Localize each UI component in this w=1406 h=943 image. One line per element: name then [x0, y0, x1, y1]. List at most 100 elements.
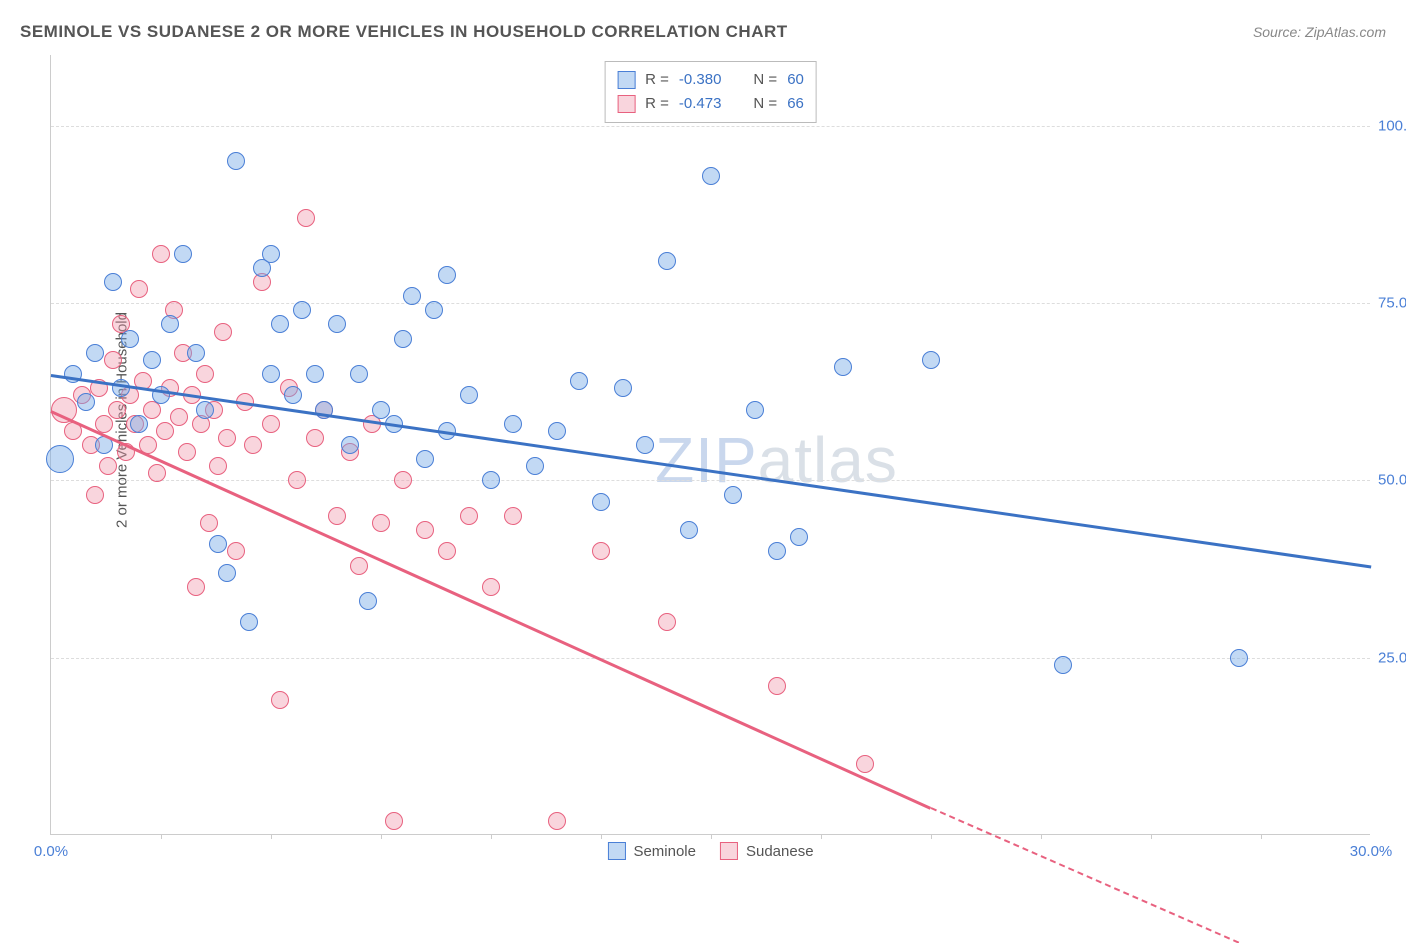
- data-point: [218, 429, 236, 447]
- r-label: R =: [645, 92, 669, 116]
- data-point: [658, 613, 676, 631]
- data-point: [1054, 656, 1072, 674]
- x-tick-mark: [161, 834, 162, 839]
- data-point: [614, 379, 632, 397]
- data-point: [77, 393, 95, 411]
- watermark-text: ZIPatlas: [655, 423, 898, 497]
- data-point: [121, 330, 139, 348]
- gridline: [51, 480, 1370, 481]
- data-point: [341, 436, 359, 454]
- x-tick-mark: [271, 834, 272, 839]
- legend-item: Seminole: [607, 842, 696, 860]
- data-point: [209, 457, 227, 475]
- x-tick-mark: [931, 834, 932, 839]
- data-point: [196, 401, 214, 419]
- trendline: [50, 410, 931, 809]
- data-point: [403, 287, 421, 305]
- data-point: [416, 450, 434, 468]
- legend-swatch: [617, 71, 635, 89]
- n-value: 66: [787, 92, 804, 116]
- data-point: [262, 365, 280, 383]
- legend-swatch: [617, 95, 635, 113]
- data-point: [108, 401, 126, 419]
- y-tick-label: 100.0%: [1378, 117, 1406, 134]
- data-point: [86, 344, 104, 362]
- data-point: [306, 365, 324, 383]
- data-point: [416, 521, 434, 539]
- data-point: [526, 457, 544, 475]
- trendline: [931, 807, 1240, 943]
- data-point: [460, 507, 478, 525]
- data-point: [350, 557, 368, 575]
- data-point: [240, 613, 258, 631]
- data-point: [196, 365, 214, 383]
- data-point: [174, 245, 192, 263]
- data-point: [790, 528, 808, 546]
- data-point: [548, 422, 566, 440]
- data-point: [482, 578, 500, 596]
- data-point: [856, 755, 874, 773]
- data-point: [922, 351, 940, 369]
- data-point: [200, 514, 218, 532]
- data-point: [46, 445, 74, 473]
- x-tick-mark: [381, 834, 382, 839]
- data-point: [385, 812, 403, 830]
- data-point: [86, 486, 104, 504]
- data-point: [130, 280, 148, 298]
- data-point: [293, 301, 311, 319]
- data-point: [284, 386, 302, 404]
- data-point: [156, 422, 174, 440]
- data-point: [170, 408, 188, 426]
- data-point: [394, 471, 412, 489]
- gridline: [51, 303, 1370, 304]
- legend-label: Seminole: [633, 843, 696, 860]
- x-tick-label: 0.0%: [34, 843, 68, 860]
- data-point: [218, 564, 236, 582]
- data-point: [680, 521, 698, 539]
- chart-title: SEMINOLE VS SUDANESE 2 OR MORE VEHICLES …: [20, 22, 788, 42]
- data-point: [187, 578, 205, 596]
- data-point: [288, 471, 306, 489]
- data-point: [104, 273, 122, 291]
- x-tick-mark: [601, 834, 602, 839]
- x-tick-mark: [1041, 834, 1042, 839]
- x-tick-mark: [711, 834, 712, 839]
- n-label: N =: [753, 92, 777, 116]
- data-point: [209, 535, 227, 553]
- x-tick-mark: [821, 834, 822, 839]
- data-point: [130, 415, 148, 433]
- data-point: [328, 507, 346, 525]
- correlation-legend: R =-0.380N =60R =-0.473N =66: [604, 61, 817, 123]
- data-point: [482, 471, 500, 489]
- data-point: [768, 677, 786, 695]
- data-point: [834, 358, 852, 376]
- data-point: [372, 401, 390, 419]
- data-point: [724, 486, 742, 504]
- n-value: 60: [787, 68, 804, 92]
- legend-stat-row: R =-0.380N =60: [617, 68, 804, 92]
- legend-item: Sudanese: [720, 842, 814, 860]
- data-point: [161, 315, 179, 333]
- data-point: [460, 386, 478, 404]
- x-tick-label: 30.0%: [1350, 843, 1393, 860]
- data-point: [394, 330, 412, 348]
- data-point: [214, 323, 232, 341]
- data-point: [227, 542, 245, 560]
- data-point: [187, 344, 205, 362]
- data-point: [152, 245, 170, 263]
- data-point: [262, 415, 280, 433]
- scatter-plot: ZIPatlas R =-0.380N =60R =-0.473N =66 Se…: [50, 55, 1370, 835]
- data-point: [350, 365, 368, 383]
- x-tick-mark: [491, 834, 492, 839]
- data-point: [178, 443, 196, 461]
- data-point: [359, 592, 377, 610]
- data-point: [504, 415, 522, 433]
- gridline: [51, 658, 1370, 659]
- data-point: [104, 351, 122, 369]
- data-point: [592, 493, 610, 511]
- data-point: [768, 542, 786, 560]
- data-point: [143, 351, 161, 369]
- data-point: [636, 436, 654, 454]
- data-point: [271, 691, 289, 709]
- data-point: [99, 457, 117, 475]
